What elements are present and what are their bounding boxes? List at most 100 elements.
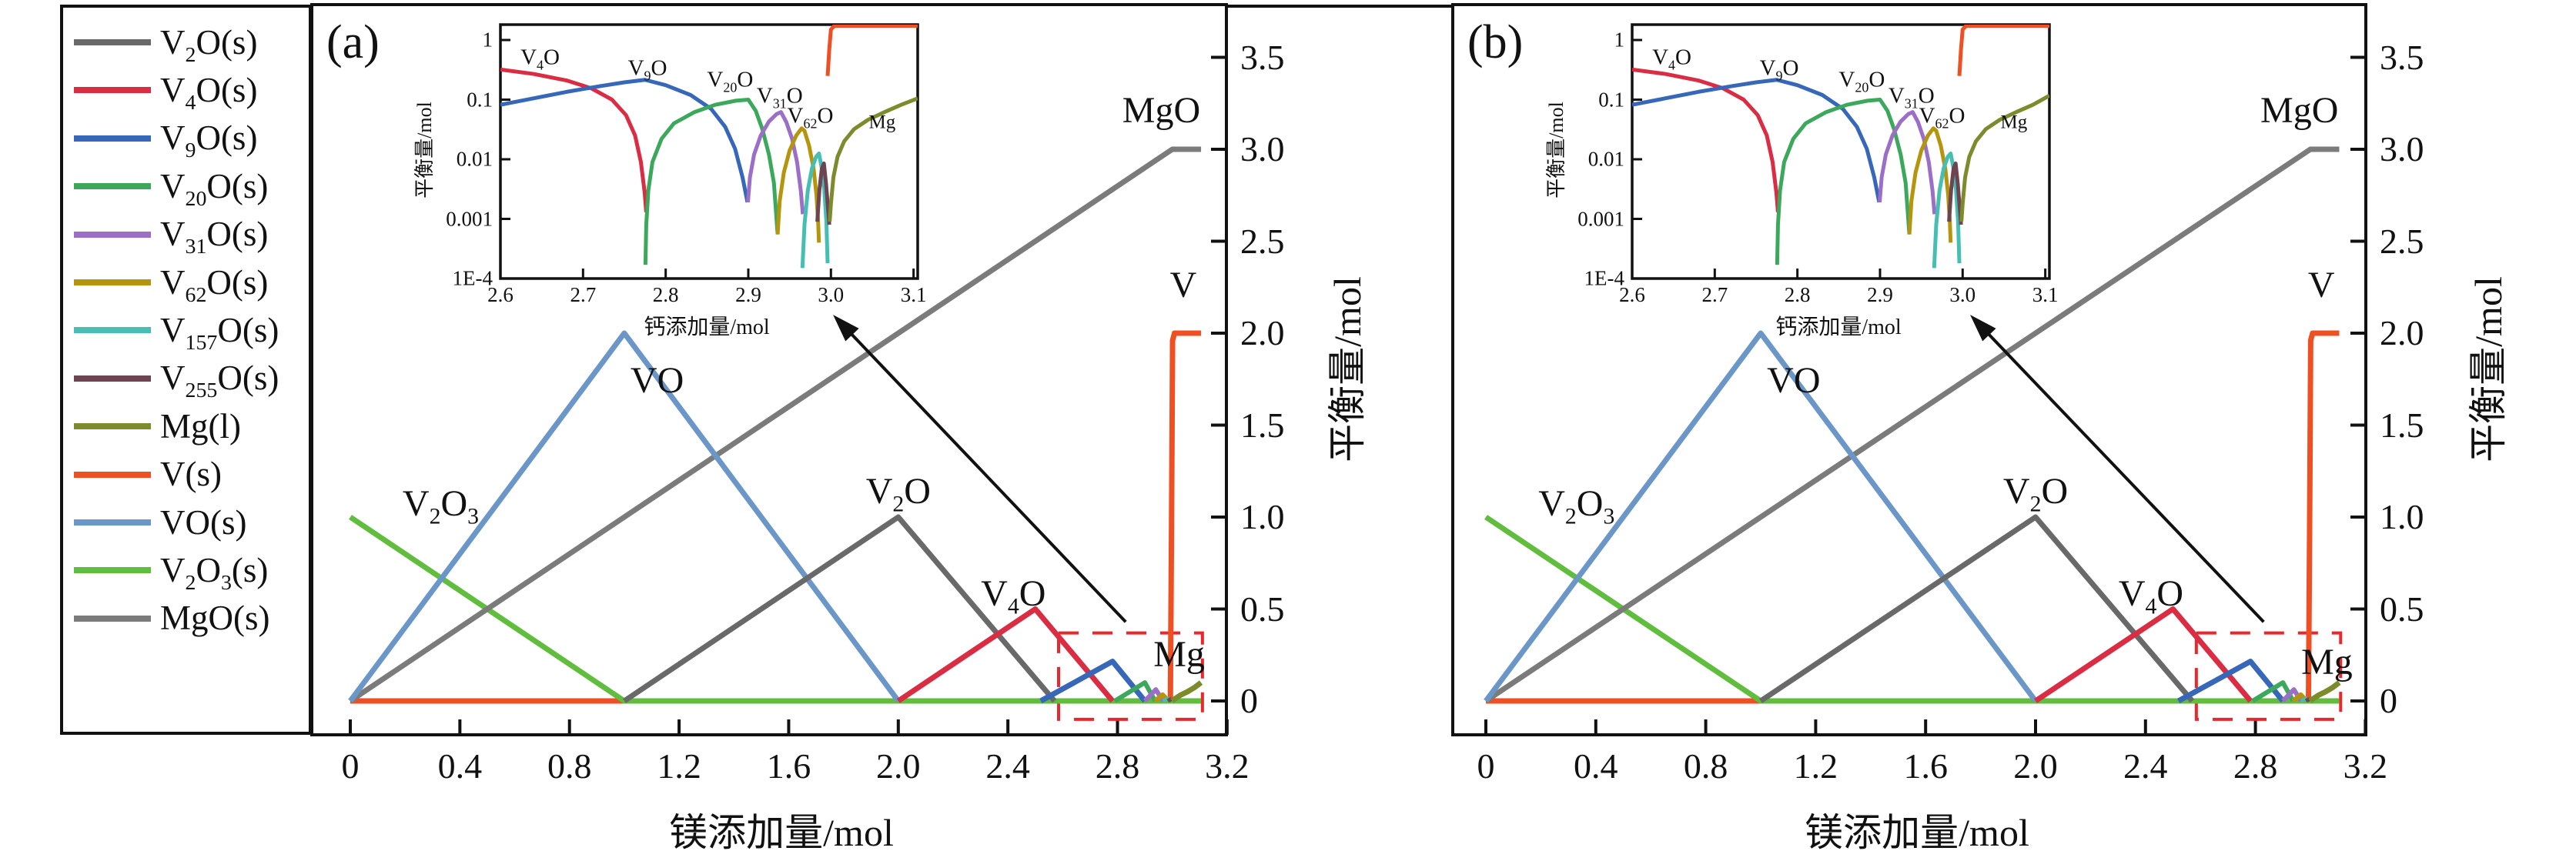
legend-item-label: V157O(s) (160, 310, 279, 353)
panel-a-inset-curve-V255O(s) (815, 161, 831, 225)
legend-item-label: V20O(s) (160, 166, 269, 209)
formula-text: O(s) (217, 310, 279, 349)
legend-item-label: V31O(s) (160, 215, 269, 258)
legend-item-V(s): V(s) (74, 451, 222, 499)
legend-line-icon (74, 183, 151, 190)
panel-b-inset-curve-V255O(s) (1947, 161, 1963, 225)
panel-b-inset-curve-V(s) (1957, 25, 2049, 76)
formula-text: V (160, 22, 186, 62)
formula-subscript: 4 (185, 90, 196, 115)
panel-a-zoom-arrow (845, 327, 1127, 623)
legend-line-icon (74, 375, 151, 382)
formula-text: V (160, 359, 186, 398)
formula-text: V (160, 118, 186, 158)
legend-line-icon (74, 135, 151, 142)
panel-a-curve-V4O(s) (896, 606, 1115, 703)
legend-item-V20O(s): V20O(s) (74, 162, 268, 210)
legend-item-V62O(s): V62O(s) (74, 259, 268, 306)
panel-a-inset-curve-V4O(s) (500, 67, 648, 212)
legend-line-icon (74, 231, 151, 238)
legend-item-V2O(s): V2O(s) (74, 18, 257, 66)
legend-item-V9O(s): V9O(s) (74, 115, 257, 162)
formula-text: O(s) (196, 118, 258, 158)
legend-line-icon (74, 279, 151, 285)
legend-line-icon (74, 471, 151, 478)
formula-subscript: 3 (220, 570, 232, 595)
panel-a-curve-V2O3(s) (349, 515, 1202, 704)
panel-b-inset-curve-V62O(s) (1907, 126, 1953, 243)
legend-item-label: V62O(s) (160, 262, 268, 305)
panel-a-curve-MgO(s) (349, 146, 1202, 703)
panel-a-curve-Mg(l) (1170, 680, 1203, 703)
panel-b-curve-V(s) (1486, 330, 2340, 704)
legend-item-label: V2O3(s) (160, 550, 269, 593)
panel-a-inset-curve-V9O(s) (500, 78, 750, 203)
legend-item-label: V4O(s) (160, 70, 258, 113)
panel-b-inset-curve-V20O(s) (1775, 98, 1912, 265)
formula-text: O(s) (217, 359, 279, 398)
formula-text: O(s) (206, 166, 269, 205)
legend-item-V255O(s): V255O(s) (74, 355, 279, 402)
panel-a-curve-V255O(s) (1166, 697, 1173, 702)
panel-a-inset-curve-V20O(s) (643, 98, 780, 265)
formula-subscript: 2 (185, 42, 196, 67)
formula-text: O(s) (206, 215, 269, 254)
panel-a-inset-curve-Mg(l) (828, 96, 918, 222)
formula-subscript: 62 (185, 282, 207, 307)
panel-a-curve-V2O(s) (622, 514, 1057, 703)
panel-b-curve-V255O(s) (2304, 697, 2312, 702)
panel-a-zoom-region-box (1057, 631, 1204, 721)
formula-text: O(s) (196, 70, 258, 109)
legend-line-icon (74, 87, 151, 94)
formula-subscript: 20 (185, 186, 207, 211)
panel-b-inset-curve-V31O(s) (1877, 110, 1937, 215)
panel-b-curve-V4O(s) (2034, 606, 2253, 703)
panel-b-inset-curve-V4O(s) (1632, 67, 1780, 212)
formula-text: V (160, 550, 186, 589)
legend-line-icon (74, 567, 151, 574)
panel-a-inset-curve-V31O(s) (745, 110, 805, 215)
panel-b-curve-V2O3(s) (1484, 515, 2340, 704)
panel-b-axes-frame (1451, 3, 2367, 736)
panel-b-zoom-arrow (1982, 327, 2265, 623)
panel-b-zoom-arrowhead-icon (1970, 315, 1996, 342)
formula-text: O (196, 550, 221, 589)
legend: V2O(s) V4O(s) V9O(s) V20O(s) V31O(s) V62O(s) V… (60, 5, 312, 735)
formula-text: Mg(l) (160, 406, 241, 446)
formula-subscript: 157 (185, 330, 218, 355)
legend-item-label: MgO(s) (160, 601, 270, 636)
formula-subscript: 31 (185, 235, 207, 259)
formula-subscript: 2 (185, 570, 196, 595)
legend-item-label: Mg(l) (160, 409, 241, 444)
legend-item-VO(s): VO(s) (74, 499, 246, 546)
legend-item-V157O(s): V157O(s) (74, 306, 279, 354)
formula-text: O(s) (196, 22, 258, 62)
legend-line-icon (74, 519, 151, 526)
formula-text: V (160, 262, 186, 302)
legend-item-V2O3(s): V2O3(s) (74, 546, 268, 594)
formula-subscript: 9 (185, 138, 196, 163)
legend-line-icon (74, 327, 151, 334)
panel-b-curve-Mg(l) (2308, 680, 2341, 703)
legend-item-label: V2O(s) (160, 22, 258, 65)
panel-b-inset-curve-V9O(s) (1632, 78, 1882, 203)
panel-a-curve-V(s) (350, 330, 1202, 704)
panel-b-inset-curve-V157O(s) (1932, 151, 1962, 269)
legend-line-icon (74, 423, 151, 430)
panel-b-inset-curve-Mg(l) (1959, 94, 2049, 222)
panel-a-inset-curve-V62O(s) (775, 126, 821, 243)
legend-line-icon (74, 615, 151, 622)
legend-item-V4O(s): V4O(s) (74, 66, 257, 114)
formula-text: V (160, 70, 186, 109)
legend-item-MgO(s): MgO(s) (74, 595, 270, 642)
formula-text: V (160, 215, 186, 254)
legend-item-label: V(s) (160, 457, 222, 492)
panel-a-axes-frame (310, 3, 1228, 736)
panel-a-inset-curve-V(s) (825, 25, 918, 76)
legend-item-label: V9O(s) (160, 118, 258, 162)
legend-line-icon (74, 39, 151, 45)
panel-a-zoom-arrowhead-icon (833, 315, 859, 342)
formula-text: (s) (231, 550, 269, 589)
